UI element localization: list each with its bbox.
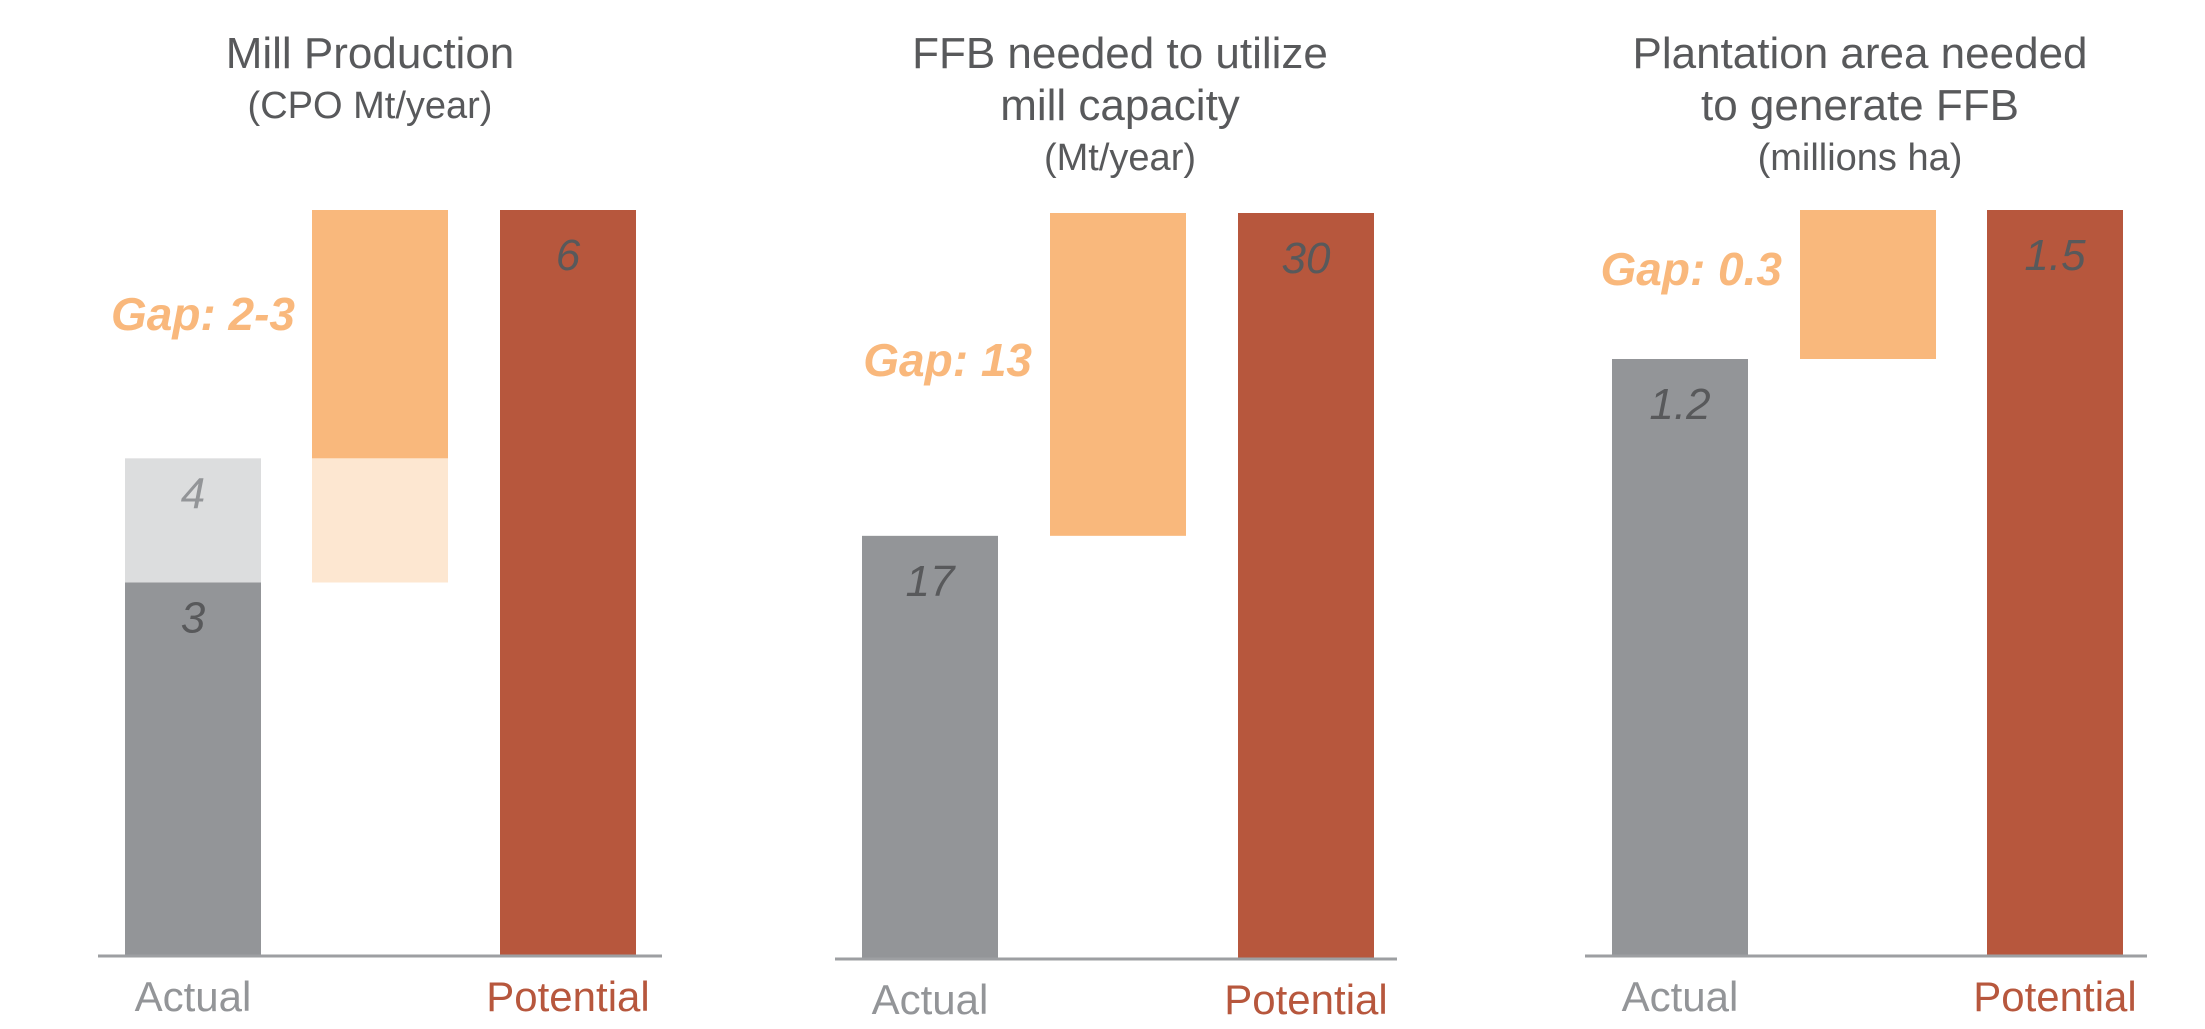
- panel2-title-line1: FFB needed to utilize: [912, 29, 1328, 78]
- panel2-subtitle: (Mt/year): [1044, 137, 1196, 179]
- panel1-gap-bar: [312, 210, 448, 459]
- panel1-title: Mill Production: [225, 29, 515, 78]
- panel2-actual-label: 17: [906, 557, 956, 606]
- panel2-potential-label: 30: [1282, 234, 1331, 283]
- panel3-title-line1: Plantation area needed: [1632, 29, 2088, 78]
- panel1-potential-label: 6: [556, 231, 581, 280]
- panel3-gap-bar: [1800, 210, 1936, 359]
- panel3-category-actual: Actual: [1622, 973, 1739, 1020]
- panel2-gap-bar: [1050, 213, 1186, 536]
- panel1-category-potential: Potential: [486, 973, 649, 1020]
- panel2-title-line2: mill capacity: [1000, 81, 1240, 130]
- panel3-actual-bar: [1612, 359, 1748, 955]
- panel3-potential-bar: [1987, 210, 2123, 955]
- panel2-title-block: FFB needed to utilize mill capacity (Mt/…: [820, 28, 1420, 184]
- panel1-gap-label: Gap: 2-3: [111, 288, 295, 340]
- panel1-subtitle: (CPO Mt/year): [247, 85, 493, 127]
- panel2-actual-bar: [862, 535, 998, 958]
- panel3-title-block: Plantation area needed to generate FFB (…: [1560, 28, 2160, 184]
- panel3-potential-label: 1.5: [2024, 231, 2086, 280]
- panel1-actual-range-bar: [125, 458, 261, 583]
- panel1-actual-high-label: 4: [181, 469, 205, 518]
- panel1-potential-bar: [500, 210, 636, 955]
- panel1-actual-bar: [125, 582, 261, 955]
- panel3-gap-label: Gap: 0.3: [1600, 243, 1782, 295]
- panel3-title-line2: to generate FFB: [1701, 81, 2019, 130]
- panel1-category-actual: Actual: [135, 973, 252, 1020]
- panel3-actual-label: 1.2: [1649, 380, 1710, 429]
- panel2-category-actual: Actual: [872, 976, 989, 1023]
- panel2-potential-bar: [1238, 213, 1374, 958]
- panel1-actual-low-label: 3: [181, 594, 206, 643]
- panel3-category-potential: Potential: [1973, 973, 2136, 1020]
- panel2-category-potential: Potential: [1224, 976, 1387, 1023]
- panel3-subtitle: (millions ha): [1757, 137, 1963, 179]
- panel2-gap-label: Gap: 13: [863, 334, 1032, 386]
- panel1-title-block: Mill Production (CPO Mt/year): [180, 28, 560, 132]
- panel1-gap-uncertain-bar: [312, 458, 448, 583]
